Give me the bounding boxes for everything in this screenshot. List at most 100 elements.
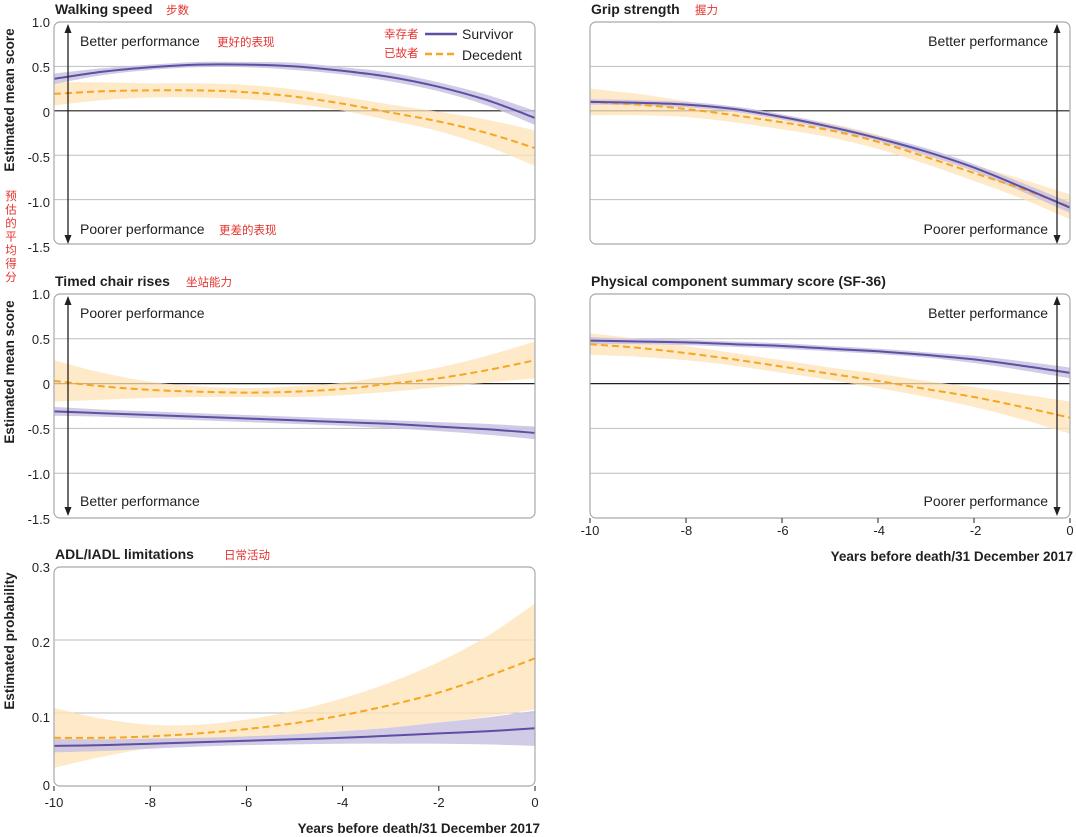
panel-title: Timed chair rises [55, 273, 170, 289]
y-axis-label-zh-char: 估 [5, 203, 17, 217]
legend-label-decedent-zh: 已故者 [384, 46, 419, 60]
x-tick-label: -4 [873, 523, 885, 538]
x-tick-labels: -10 -8 -6 -4 -2 0 [45, 795, 539, 810]
y-axis-label-zh-char: 预 [5, 189, 17, 203]
y-tick-label: -1.5 [28, 240, 50, 255]
ci-band-survivor [54, 61, 535, 125]
plot-frame [589, 293, 1071, 519]
annotation-top: Better performance [80, 33, 200, 49]
y-tick-label: -0.5 [28, 422, 50, 437]
x-tick-labels: -10 -8 -6 -4 -2 0 [581, 523, 1074, 538]
legend-label-survivor: Survivor [462, 26, 514, 42]
annotation-top: Poorer performance [80, 305, 205, 321]
plot-frame [53, 293, 536, 519]
y-tick-label: 0 [43, 778, 50, 793]
y-axis-label-zh-char: 得 [5, 257, 17, 271]
y-tick-label: -1.0 [28, 467, 50, 482]
y-tick-label: 0.5 [32, 60, 50, 75]
y-tick-label: 1.0 [32, 15, 50, 30]
y-tick-label: -1.0 [28, 195, 50, 210]
x-tick-label: 0 [531, 795, 538, 810]
direction-arrow [1053, 296, 1061, 516]
y-tick-labels: 1.0 0.5 0 -0.5 -1.0 -1.5 [28, 15, 50, 255]
panel-grip: Grip strength 握力 Better performance Poor… [591, 1, 1061, 244]
y-tick-label: 0.2 [32, 635, 50, 650]
series-line-survivor [54, 410, 535, 434]
plot-frame [53, 566, 536, 787]
annotation-bottom: Better performance [80, 493, 200, 509]
panel-title-zh: 日常活动 [224, 548, 270, 562]
y-tick-label: -1.5 [28, 512, 50, 527]
legend-label-decedent: Decedent [462, 47, 522, 63]
y-axis-label-chair: Estimated mean score [2, 300, 17, 444]
y-tick-label: 0.1 [32, 710, 50, 725]
series-line-survivor [54, 63, 535, 119]
y-tick-label: 0 [43, 377, 50, 392]
y-axis-label-zh-char: 的 [5, 216, 17, 230]
panel-title: ADL/IADL limitations [55, 546, 194, 562]
y-axis-label-zh-char: 均 [5, 243, 17, 257]
legend-label-survivor-zh: 幸存者 [384, 27, 419, 41]
ci-band-decedent [54, 603, 535, 768]
direction-arrow [1053, 24, 1061, 244]
series-group [590, 88, 1070, 220]
x-tick-label: -10 [45, 795, 64, 810]
ci-band-decedent [54, 341, 535, 402]
panel-chair: Timed chair rises 坐站能力 1.0 0.5 0 -0.5 -1… [28, 273, 232, 527]
annotation-bottom: Poorer performance [923, 493, 1048, 509]
x-tick-label: -2 [433, 795, 445, 810]
plot-adl [53, 566, 536, 791]
legend: 幸存者 Survivor 已故者 Decedent [384, 26, 522, 63]
series-line-decedent [590, 343, 1070, 419]
series-line-survivor [590, 100, 1070, 209]
y-axis-label-zh-char: 平 [5, 230, 17, 244]
series-group [54, 61, 535, 166]
series-line-decedent [54, 657, 535, 739]
series-line-decedent [54, 89, 535, 150]
x-axis-label: Years before death/31 December 2017 [831, 549, 1073, 564]
y-axis-label-zh: 预估的平均得分 [5, 189, 17, 284]
annotation-bottom: Poorer performance [923, 221, 1048, 237]
annotation-top: Better performance [928, 33, 1048, 49]
y-tick-label: 0.5 [32, 332, 50, 347]
series-line-survivor [54, 727, 535, 747]
plot-grip [589, 21, 1071, 245]
plot-frame [53, 21, 536, 245]
panel-title-zh: 握力 [695, 3, 718, 17]
panel-title: Grip strength [591, 1, 680, 17]
y-tick-label: -0.5 [28, 150, 50, 165]
y-tick-label: 0 [43, 105, 50, 120]
direction-arrow [64, 24, 72, 244]
y-tick-label: 0.3 [32, 560, 50, 575]
plot-frame [589, 21, 1071, 245]
x-tick-label: -6 [241, 795, 253, 810]
panel-title-zh: 步数 [166, 3, 189, 17]
panel-title-zh: 坐站能力 [186, 275, 232, 289]
x-tick-label: -8 [144, 795, 156, 810]
panel-walking: Walking speed 步数 1.0 0.5 0 -0.5 -1.0 -1.… [28, 1, 522, 255]
panel-pcs: Physical component summary score (SF-36)… [581, 273, 1074, 564]
plot-walking [53, 21, 536, 245]
annotation-bottom: Poorer performance [80, 221, 205, 237]
plot-chair [53, 293, 536, 519]
x-tick-label: -6 [777, 523, 789, 538]
panel-title: Physical component summary score (SF-36) [591, 273, 886, 289]
ci-band-survivor [54, 406, 535, 440]
plot-layer [53, 21, 1071, 791]
x-axis-label: Years before death/31 December 2017 [298, 821, 540, 836]
panel-title: Walking speed [55, 1, 153, 17]
y-axis-label-walking: Estimated mean score [2, 28, 17, 172]
panel-adl: ADL/IADL limitations 日常活动 0.3 0.2 0.1 0 … [32, 546, 540, 836]
x-tick-label: -4 [337, 795, 349, 810]
series-group [54, 603, 535, 768]
series-line-survivor [590, 339, 1070, 374]
series-group [54, 341, 535, 440]
x-tick-label: -8 [681, 523, 693, 538]
plot-pcs [589, 293, 1071, 523]
series-line-decedent [54, 359, 535, 394]
series-line-decedent [590, 100, 1070, 208]
ci-band-decedent [590, 333, 1070, 434]
y-axis-label-adl: Estimated probability [2, 572, 17, 710]
y-tick-labels: 1.0 0.5 0 -0.5 -1.0 -1.5 [28, 287, 50, 527]
